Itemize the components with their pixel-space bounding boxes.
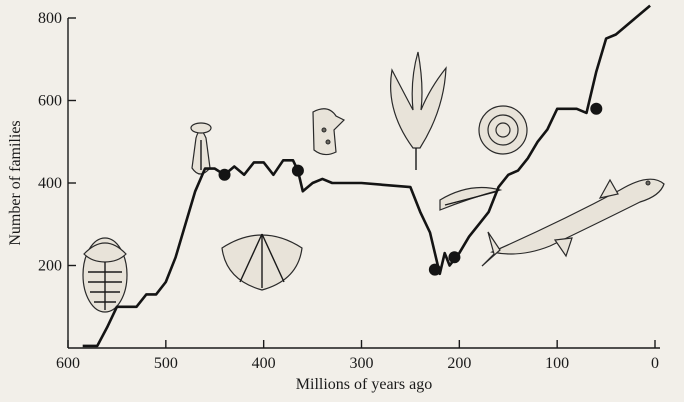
extinction-event-point (218, 168, 231, 181)
y-tick-label: 400 (38, 175, 62, 192)
family-count-line (82, 4, 651, 348)
x-tick-label: 100 (545, 355, 569, 372)
brachiopod-icon (221, 233, 303, 291)
extinction-event-point (448, 251, 461, 264)
y-tick-label: 600 (38, 93, 62, 110)
x-tick-label: 600 (56, 355, 80, 372)
shark-icon (481, 178, 665, 267)
extinction-event-point (428, 263, 441, 276)
extinction-event-point (590, 102, 603, 115)
x-tick-label: 400 (252, 355, 276, 372)
x-tick-label: 300 (350, 355, 374, 372)
y-tick-label: 800 (38, 10, 62, 27)
y-tick-label: 200 (38, 258, 62, 275)
belemnite-icon (439, 186, 503, 211)
y-axis-title: Number of families (7, 120, 24, 245)
crinoid-icon (390, 51, 447, 170)
x-tick-label: 0 (651, 355, 659, 372)
x-tick-label: 200 (447, 355, 471, 372)
x-tick-label: 500 (154, 355, 178, 372)
coral-icon (312, 108, 346, 156)
ammonite-icon (478, 105, 528, 155)
extinction-event-point (291, 164, 304, 177)
x-axis-title: Millions of years ago (296, 376, 432, 393)
cystoid-icon (190, 122, 212, 175)
trilobite-icon (82, 237, 128, 313)
